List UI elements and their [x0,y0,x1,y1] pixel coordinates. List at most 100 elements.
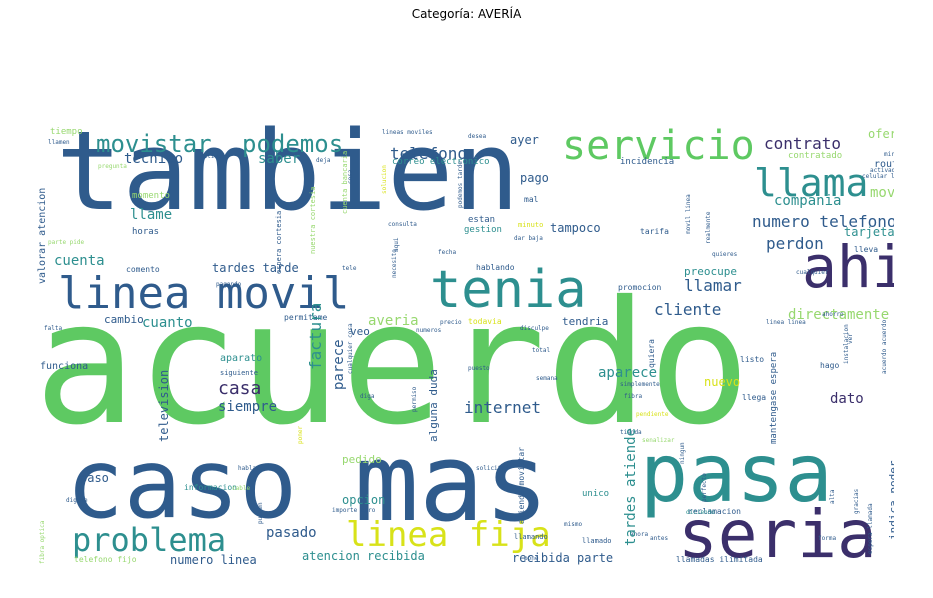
cloud-word: hablar [238,465,260,472]
cloud-word: llamadas ilimitada [676,555,763,564]
cloud-word: momento [132,191,170,201]
cloud-word: alta [829,489,836,504]
cloud-word: antes [650,535,669,542]
cloud-word: instalacion [843,324,850,364]
cloud-word: internet [464,398,542,417]
cloud-word: numero linea [170,553,257,567]
cloud-word: falta [44,325,63,332]
cloud-word: gestion [464,225,502,235]
word-cloud: tambien acuerdo caso mas pasa seria ahi … [36,124,894,571]
cloud-word: hago [820,361,840,370]
cloud-word: telefono [390,144,468,163]
cloud-word: opcion [342,493,386,507]
cloud-word: cuenta [54,253,105,269]
cloud-word: numeros [416,327,442,334]
cloud-word: cualquier cosa [347,323,354,374]
cloud-word: parece [331,339,347,390]
cloud-word: llamen [48,139,70,146]
cloud-word: hablando [476,263,515,272]
cloud-word: pueden [257,502,264,524]
cloud-word: parte pide [48,239,85,246]
cloud-word: ver [847,333,854,344]
cloud-word: importe euro [332,507,376,514]
cloud-word: diciendo [686,509,715,516]
cloud-word: puesto [468,365,490,372]
cloud-word: pregunta [98,163,127,170]
cloud-word: linea movil [58,268,350,319]
cloud-word: ahorro [822,311,844,318]
cloud-word: dato [830,391,864,407]
cloud-word: activo [200,153,222,160]
cloud-word: permitame [284,313,328,322]
cloud-word: numero telefono [752,212,894,231]
cloud-word: tarjeta [844,225,894,239]
cloud-word: tecnico [124,151,184,167]
cloud-word: total [532,347,551,354]
cloud-word: quieres [712,251,738,258]
cloud-word: paso [80,471,109,485]
cloud-word: informacion [184,483,237,492]
cloud-word: permiso [411,386,418,412]
cloud-word: realmente [705,211,712,244]
cloud-word: necesito [391,249,398,278]
cloud-word: lineas moviles [382,129,433,136]
cloud-word: router [874,159,894,170]
cloud-word: problema [72,521,227,559]
cloud-word: directamente [788,307,890,323]
cloud-word: pagando [216,281,242,288]
cloud-word: tardes tarde [212,261,299,275]
cloud-word: nuestra cortesia [309,186,317,254]
cloud-word: forma [818,535,837,542]
cloud-word: preocupe [684,265,737,278]
cloud-word: servicio [562,124,755,169]
cloud-word: aqui [393,237,400,252]
cloud-word: acuerdo acuerdo [881,319,888,374]
cloud-word: ayer [510,133,539,147]
cloud-word: precio [440,319,462,326]
cloud-word: semana [536,375,558,382]
cloud-word: lleva [854,245,879,254]
cloud-word: perfecto [701,473,708,502]
cloud-word: mas [354,421,550,546]
cloud-word: cambio [104,313,144,326]
cloud-word: tarifa [640,227,669,236]
cloud-word: llega [742,393,767,402]
cloud-word: promocion [618,283,662,292]
cloud-word: saber [258,151,301,167]
cloud-word: tienda [620,429,642,436]
cloud-word: funciona [40,361,89,372]
cloud-word: tardes atiende [623,427,639,546]
cloud-word: contrato [764,134,842,153]
cloud-word: solicitud [476,465,509,472]
cloud-word: digame [66,497,88,504]
cloud-word: pone [524,555,539,562]
cloud-word: tendria [562,315,609,328]
cloud-word: podemos tarde [457,161,464,208]
cloud-word: estan [468,215,496,225]
cloud-word: mismo [564,521,583,528]
cloud-word: pedido [342,453,382,466]
cloud-word: ningun [679,442,686,464]
cloud-word: tenia [430,260,587,320]
cloud-word: valorar atencion [37,187,48,284]
cloud-word: dar baja [514,235,543,242]
cloud-word: movil linea [685,194,692,234]
cloud-word: todavia [468,317,502,326]
cloud-word: fecha [438,249,457,256]
cloud-word: mal [524,195,539,204]
cloud-word: horas [132,227,160,237]
cloud-word: cuenta bancaria [341,150,349,214]
cloud-word: llamando [514,533,548,541]
cloud-word: seria [678,496,877,571]
cloud-word: incidencia [620,157,675,167]
cloud-word: atiende movistar [517,446,526,524]
cloud-word: contratado [788,151,843,161]
cloud-word: nuevo [704,375,741,389]
cloud-word: linea fija [346,515,551,555]
cloud-word: cualquier [796,269,829,276]
cloud-word: pasado [266,525,317,541]
cloud-word: oferta [868,127,894,141]
cloud-word: solucion [381,165,388,194]
cloud-word: fibra [624,393,643,400]
cloud-word: diga [360,393,375,400]
